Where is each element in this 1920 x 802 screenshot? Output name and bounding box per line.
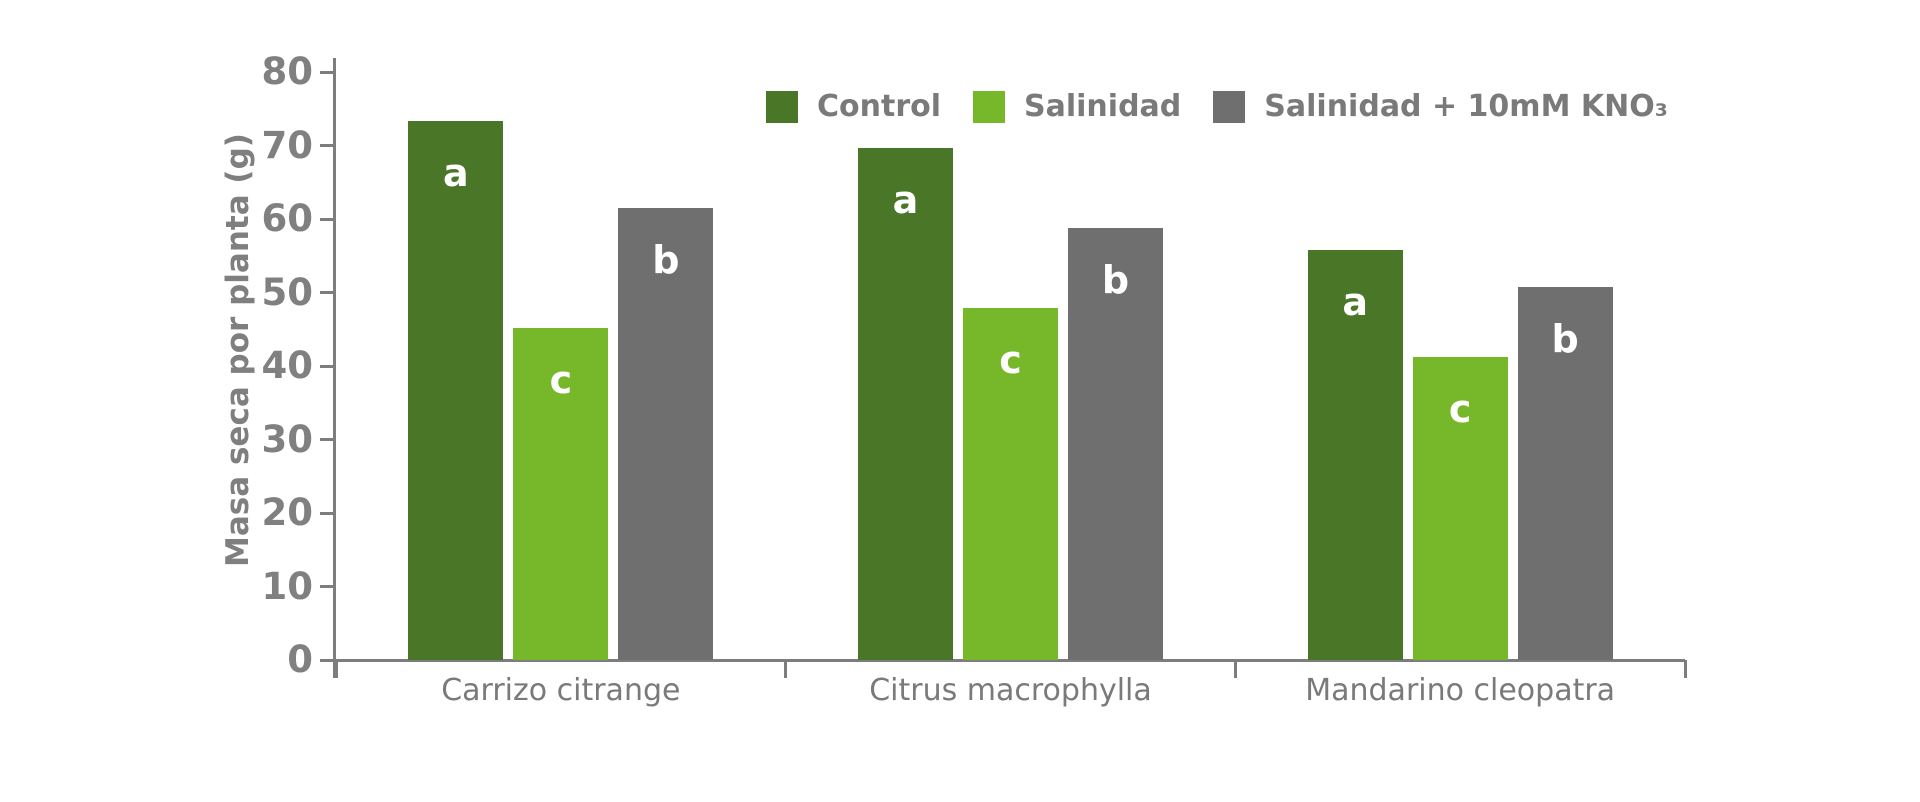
y-tick-label: 0 — [287, 638, 313, 681]
y-tick — [320, 511, 336, 515]
legend-swatch — [973, 91, 1006, 123]
bar-letter: b — [1551, 317, 1579, 362]
bar: a — [858, 147, 953, 660]
legend-swatch — [766, 91, 798, 123]
legend-label: Control — [817, 89, 942, 124]
bar-letter: c — [1448, 387, 1472, 432]
x-axis-line — [333, 659, 1685, 662]
x-tick — [1683, 660, 1687, 678]
y-tick — [320, 364, 336, 368]
y-tick — [320, 438, 336, 441]
y-axis-line — [333, 58, 336, 678]
legend: Control Salinidad Salinidad + 10mM KNO₃ — [766, 90, 1668, 124]
y-tick-label: 70 — [261, 123, 314, 167]
x-category-label: Carrizo citrange — [441, 673, 681, 708]
x-category-label: Mandarino cleopatra — [1305, 673, 1616, 708]
y-tick-label: 60 — [261, 197, 314, 240]
y-tick — [320, 144, 336, 147]
bar-letter: a — [443, 150, 469, 195]
y-tick-label: 80 — [261, 50, 314, 93]
bar-letter: c — [999, 337, 1022, 382]
bar-letter: b — [1101, 257, 1130, 302]
bar-letter: a — [1342, 279, 1368, 324]
y-tick-label: 50 — [261, 270, 314, 314]
x-tick — [334, 660, 338, 678]
y-tick — [320, 291, 336, 294]
bar: b — [1517, 287, 1613, 660]
y-tick — [320, 70, 336, 74]
y-tick-label: 30 — [261, 417, 314, 461]
y-tick-label: 10 — [261, 564, 314, 608]
x-tick — [1233, 660, 1237, 678]
bar-letter: c — [549, 357, 573, 402]
y-tick — [320, 217, 336, 221]
bar-letter: a — [892, 177, 919, 222]
bar: b — [618, 207, 714, 660]
bar: b — [1068, 227, 1163, 660]
bar-letter: b — [652, 237, 680, 282]
x-category-label: Citrus macrophylla — [869, 673, 1152, 708]
bar: c — [1412, 357, 1508, 660]
legend-item: Control — [766, 90, 941, 124]
y-tick-label: 40 — [261, 344, 314, 387]
bar: a — [1307, 249, 1403, 660]
x-tick — [784, 660, 788, 678]
legend-item: Salinidad + 10mM KNO₃ — [1213, 90, 1668, 124]
bar: a — [408, 120, 504, 660]
legend-item: Salinidad — [973, 90, 1181, 124]
bar: c — [963, 307, 1058, 660]
legend-label: Salinidad — [1024, 89, 1182, 124]
legend-label: Salinidad + 10mM KNO₃ — [1264, 89, 1668, 124]
legend-swatch — [1213, 91, 1246, 123]
y-tick — [320, 658, 336, 662]
y-tick-label: 20 — [261, 491, 314, 534]
y-tick — [320, 585, 336, 588]
bar: c — [513, 327, 609, 660]
